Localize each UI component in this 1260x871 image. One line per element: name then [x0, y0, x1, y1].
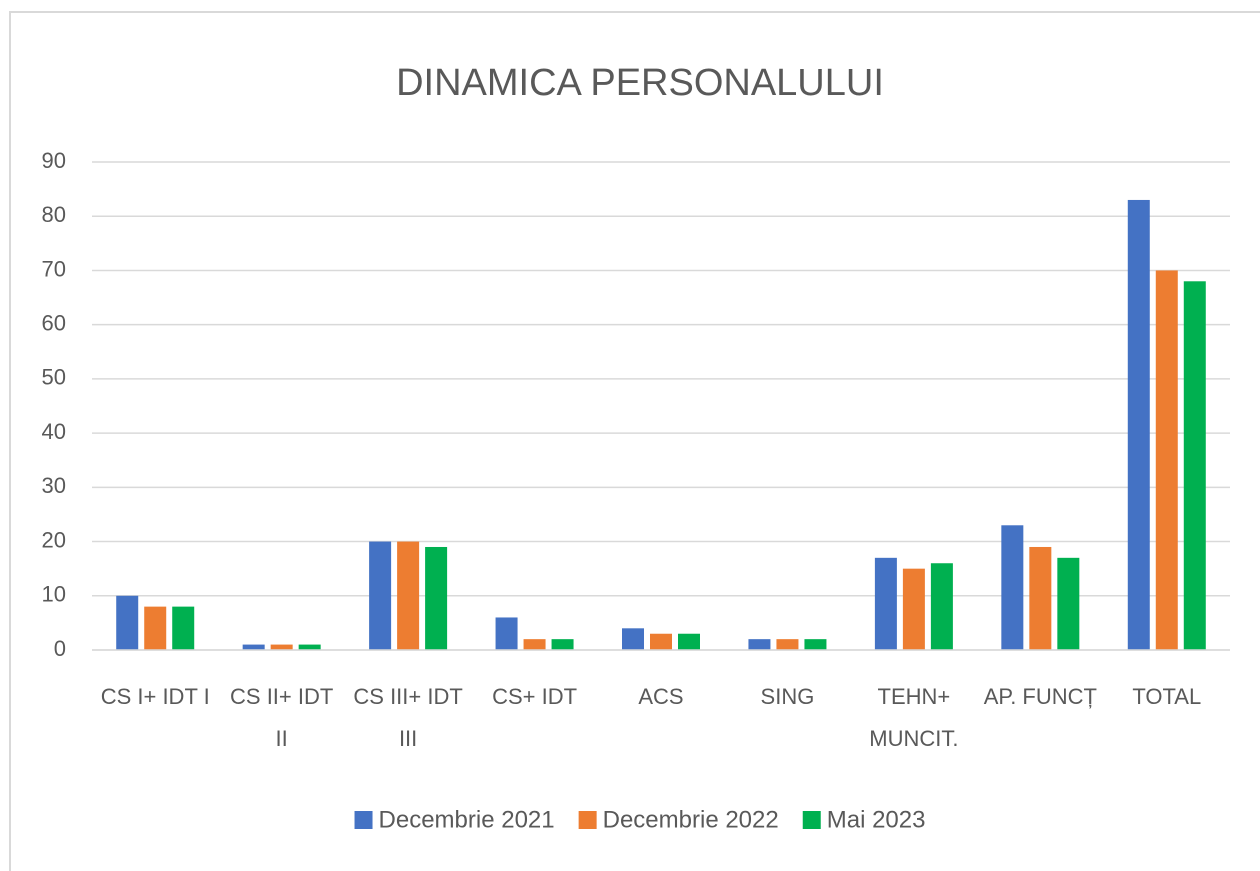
legend-label: Decembrie 2022: [603, 806, 779, 833]
x-tick-label: SING: [761, 684, 815, 709]
bar: [1029, 546, 1052, 650]
bar: [495, 617, 518, 650]
bar: [397, 541, 420, 650]
bar: [369, 541, 392, 650]
y-tick-label: 20: [42, 527, 66, 552]
y-tick-label: 90: [42, 148, 66, 173]
bar: [930, 563, 953, 650]
x-tick-label: CS+ IDT: [492, 684, 577, 709]
legend-swatch: [354, 811, 373, 829]
bar: [242, 644, 265, 650]
bar: [523, 639, 546, 650]
x-tick-label: TEHN+ MUNCIT.: [869, 684, 958, 751]
x-tick-label: CS II+ IDT II: [230, 684, 333, 751]
bar: [144, 606, 167, 650]
bar: [874, 557, 897, 650]
bar: [1155, 270, 1178, 650]
y-tick-label: 40: [42, 419, 66, 444]
x-tick-label: CS I+ IDT I: [101, 684, 210, 709]
y-tick-label: 10: [42, 582, 66, 607]
chart-border: [9, 11, 1260, 871]
bar: [902, 568, 925, 650]
bar: [1183, 281, 1206, 650]
bar: [172, 606, 195, 650]
y-tick-label: 80: [42, 202, 66, 227]
x-tick-label: ACS: [638, 684, 683, 709]
bar: [678, 633, 700, 650]
bar: [425, 546, 448, 650]
legend-label: Decembrie 2021: [379, 806, 555, 833]
bar: [748, 639, 771, 650]
legend-swatch: [578, 811, 597, 829]
y-tick-label: 0: [54, 636, 66, 661]
bar: [1127, 199, 1150, 650]
bar: [650, 633, 672, 650]
y-tick-label: 30: [42, 473, 66, 498]
chart-title: DINAMICA PERSONALULUI: [396, 62, 884, 104]
y-tick-label: 60: [42, 310, 66, 335]
bar: [116, 595, 139, 650]
bar: [622, 628, 644, 650]
bar: [270, 644, 293, 650]
legend-swatch: [802, 811, 821, 829]
bar: [298, 644, 321, 650]
bar: [1001, 525, 1024, 650]
bar: [776, 639, 799, 650]
x-tick-label: TOTAL: [1132, 684, 1201, 709]
bar: [1057, 557, 1080, 650]
y-tick-label: 70: [42, 256, 66, 281]
bar: [551, 639, 574, 650]
legend-label: Mai 2023: [827, 806, 926, 833]
x-tick-label: CS III+ IDT III: [353, 684, 462, 751]
x-tick-label: AP. FUNCȚ: [984, 684, 1097, 709]
bar: [804, 639, 827, 650]
y-tick-label: 50: [42, 365, 66, 390]
